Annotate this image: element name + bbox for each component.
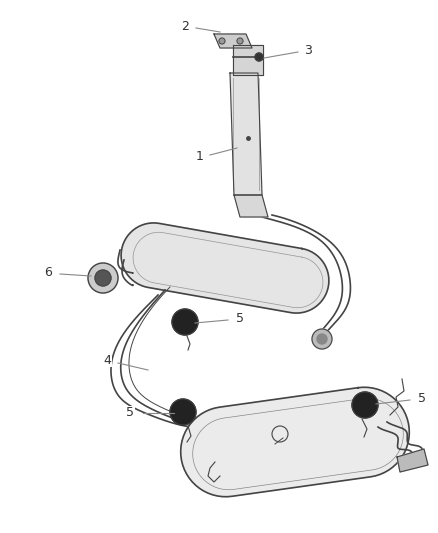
Circle shape — [170, 399, 196, 425]
Circle shape — [352, 392, 378, 418]
Polygon shape — [121, 223, 329, 313]
Circle shape — [255, 53, 263, 61]
Polygon shape — [214, 34, 252, 48]
Circle shape — [237, 38, 243, 44]
Text: 5: 5 — [418, 392, 426, 405]
Text: 3: 3 — [304, 44, 312, 56]
Text: 2: 2 — [181, 20, 189, 33]
Text: 5: 5 — [236, 312, 244, 326]
Text: 5: 5 — [126, 407, 134, 419]
Polygon shape — [397, 449, 428, 472]
Circle shape — [172, 309, 198, 335]
Text: 1: 1 — [196, 150, 204, 164]
Circle shape — [317, 334, 327, 344]
Polygon shape — [234, 195, 268, 217]
Polygon shape — [181, 387, 409, 497]
Circle shape — [219, 38, 225, 44]
Circle shape — [312, 329, 332, 349]
Polygon shape — [233, 45, 263, 75]
Circle shape — [95, 270, 111, 286]
Polygon shape — [230, 73, 262, 195]
Circle shape — [88, 263, 118, 293]
Text: 4: 4 — [103, 353, 111, 367]
Text: 6: 6 — [44, 265, 52, 279]
